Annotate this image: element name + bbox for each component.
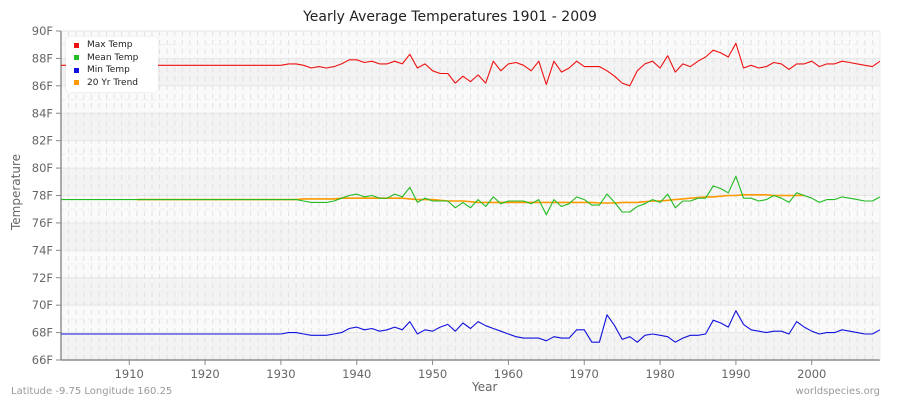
x-tick-label: 1940	[342, 367, 371, 381]
legend-item-mean: Mean Temp	[74, 52, 158, 65]
legend-swatch-max	[74, 42, 79, 48]
y-tick-label: 80F	[32, 161, 53, 175]
x-tick-label: 1950	[418, 367, 447, 381]
x-tick-label: 2000	[797, 367, 826, 381]
y-tick-label: 68F	[32, 326, 53, 340]
source-caption: worldspecies.org	[795, 386, 880, 397]
y-tick-label: 86F	[32, 79, 53, 93]
min-temp-line	[61, 310, 881, 343]
y-tick-label: 82F	[32, 134, 53, 148]
legend-swatch-trend	[74, 80, 79, 86]
y-tick-label: 78F	[32, 189, 53, 203]
y-tick-label: 70F	[32, 298, 53, 312]
y-tick-label: 90F	[32, 24, 53, 38]
x-tick-label: 1990	[721, 367, 750, 381]
x-tick-label: 1970	[570, 367, 599, 381]
mean-temp-line	[61, 175, 881, 216]
legend: Max Temp Mean Temp Min Temp 20 Yr Trend	[66, 37, 158, 92]
y-tick-label: 72F	[32, 271, 53, 285]
legend-item-max: Max Temp	[74, 39, 158, 52]
location-caption: Latitude -9.75 Longitude 160.25	[11, 386, 173, 397]
legend-item-min: Min Temp	[74, 64, 158, 77]
x-tick-label: 1920	[190, 367, 219, 381]
max-temp-line	[61, 42, 881, 87]
y-tick-label: 74F	[32, 243, 53, 257]
y-tick-label: 76F	[32, 216, 53, 230]
legend-label: Mean Temp	[87, 52, 139, 63]
legend-label: Min Temp	[87, 65, 130, 76]
legend-swatch-mean	[74, 55, 79, 61]
y-tick-label: 84F	[32, 106, 53, 120]
legend-swatch-min	[74, 67, 79, 73]
y-tick-label: 66F	[32, 353, 53, 367]
x-tick-label: 1910	[115, 367, 144, 381]
y-axis-label: Temperature	[9, 153, 24, 231]
legend-label: Max Temp	[87, 40, 133, 51]
x-tick-label: 1930	[266, 367, 295, 381]
legend-label: 20 Yr Trend	[87, 77, 139, 88]
y-tick-label: 88F	[32, 51, 53, 65]
chart-title: Yearly Average Temperatures 1901 - 2009	[303, 9, 597, 25]
legend-item-trend: 20 Yr Trend	[74, 77, 158, 90]
x-tick-label: 1960	[494, 367, 523, 381]
x-tick-label: 1980	[645, 367, 674, 381]
x-axis-label: Year	[472, 380, 498, 394]
